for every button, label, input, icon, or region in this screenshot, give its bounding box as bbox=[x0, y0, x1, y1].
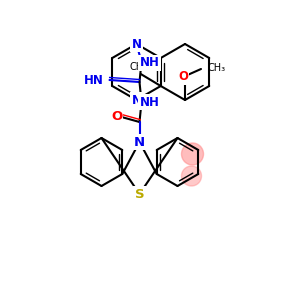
Text: NH: NH bbox=[140, 95, 159, 109]
Text: S: S bbox=[135, 188, 144, 200]
Text: O: O bbox=[111, 110, 122, 124]
Text: NH: NH bbox=[140, 56, 159, 70]
Text: CH₃: CH₃ bbox=[130, 62, 148, 72]
Text: CH₃: CH₃ bbox=[207, 63, 225, 73]
Text: HN: HN bbox=[84, 74, 103, 86]
Text: N: N bbox=[131, 94, 142, 106]
Text: O: O bbox=[178, 70, 188, 83]
Text: N: N bbox=[131, 38, 142, 50]
Text: N: N bbox=[134, 136, 145, 148]
Circle shape bbox=[182, 143, 203, 165]
Circle shape bbox=[182, 166, 202, 186]
